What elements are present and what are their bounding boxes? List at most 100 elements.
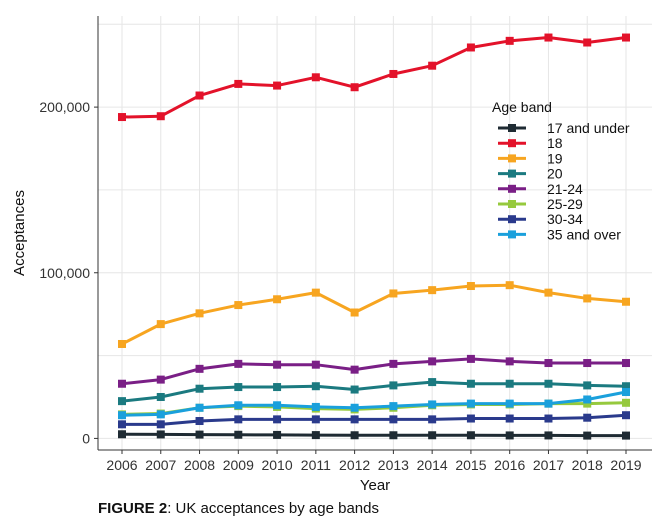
data-point: [622, 297, 630, 306]
x-tick-label: 2014: [417, 457, 448, 473]
data-point: [505, 36, 514, 45]
legend-item: 25-29: [498, 196, 583, 212]
data-point: [622, 359, 630, 368]
data-point: [466, 354, 475, 363]
legend-item: 17 and under: [498, 120, 630, 136]
data-point: [466, 399, 475, 408]
data-point: [118, 411, 126, 420]
legend-label: 17 and under: [547, 120, 630, 136]
series-19: [118, 281, 630, 348]
x-tick-label: 2012: [339, 457, 370, 473]
x-tick-label: 2008: [184, 457, 215, 473]
series-line: [121, 357, 626, 386]
data-point: [389, 381, 398, 390]
x-tick-label: 2006: [106, 457, 137, 473]
series-line: [121, 380, 627, 403]
data-point: [350, 365, 359, 374]
y-tick-label: 0: [82, 430, 90, 446]
data-point: [389, 402, 398, 411]
legend-swatch-marker: [508, 230, 516, 239]
data-point: [234, 359, 243, 368]
tick-labels: 0 100,000 200,000 2006 2007 2008 2009 2010 2011 2…: [39, 99, 641, 473]
x-tick-label: 2018: [572, 457, 603, 473]
data-point: [466, 431, 475, 440]
data-point: [273, 295, 282, 304]
data-point: [273, 401, 282, 410]
data-point: [505, 379, 514, 388]
legend: Age band 17 and under18192021-2425-2930-…: [492, 99, 630, 242]
data-point: [544, 359, 553, 368]
legend-swatch-marker: [508, 139, 516, 148]
data-point: [544, 379, 553, 388]
data-point: [428, 357, 437, 366]
data-point: [466, 43, 475, 52]
figure-caption: FIGURE 2: UK acceptances by age bands: [98, 500, 379, 517]
legend-swatch-marker: [508, 215, 516, 224]
x-tick-label: 2011: [301, 457, 331, 473]
x-tick-label: 2013: [378, 457, 409, 473]
data-point: [273, 430, 282, 439]
data-point: [156, 410, 165, 419]
legend-item: 30-34: [498, 211, 583, 227]
data-point: [156, 430, 165, 439]
series-21-24: [118, 354, 630, 388]
data-point: [156, 392, 165, 401]
data-point: [234, 79, 243, 88]
data-point: [234, 383, 243, 392]
data-point: [389, 431, 398, 440]
data-point: [350, 431, 359, 440]
data-point: [195, 417, 204, 426]
data-point: [118, 113, 126, 122]
data-point: [505, 281, 514, 290]
series-lines: [118, 33, 630, 440]
data-point: [583, 431, 592, 440]
legend-title: Age band: [492, 99, 552, 115]
data-point: [622, 411, 630, 420]
legend-label: 35 and over: [547, 226, 621, 242]
data-point: [428, 431, 437, 440]
y-tick-label: 100,000: [39, 265, 90, 281]
series-17-and-under: [118, 430, 630, 440]
data-point: [505, 414, 514, 423]
data-point: [622, 431, 630, 440]
series-18: [118, 33, 630, 122]
data-point: [428, 286, 437, 295]
data-point: [583, 381, 592, 390]
data-point: [311, 402, 320, 411]
x-tick-label: 2007: [145, 457, 176, 473]
data-point: [234, 401, 243, 410]
data-point: [118, 397, 126, 406]
series-35-and-over: [118, 388, 630, 420]
data-point: [622, 33, 630, 42]
data-point: [195, 364, 204, 373]
data-point: [428, 378, 437, 387]
legend-swatch-marker: [508, 169, 516, 178]
data-point: [195, 403, 204, 412]
data-point: [273, 81, 282, 90]
data-point: [544, 399, 553, 408]
x-tick-label: 2019: [610, 457, 641, 473]
data-point: [195, 91, 204, 100]
data-point: [544, 33, 553, 42]
x-tick-label: 2009: [223, 457, 254, 473]
data-point: [505, 399, 514, 408]
data-point: [350, 403, 359, 412]
legend-label: 25-29: [547, 196, 583, 212]
series-line: [121, 36, 627, 119]
data-point: [466, 379, 475, 388]
data-point: [156, 420, 165, 429]
data-point: [622, 398, 630, 407]
legend-item: 18: [498, 135, 563, 151]
data-point: [234, 301, 243, 310]
data-point: [622, 388, 630, 397]
data-point: [544, 414, 553, 423]
legend-swatch-marker: [508, 200, 516, 208]
data-point: [350, 308, 359, 317]
data-point: [311, 415, 320, 424]
series-line: [121, 432, 626, 438]
data-point: [428, 415, 437, 424]
x-tick-label: 2016: [494, 457, 525, 473]
series-line: [121, 390, 627, 417]
data-point: [389, 415, 398, 424]
data-point: [118, 339, 126, 348]
